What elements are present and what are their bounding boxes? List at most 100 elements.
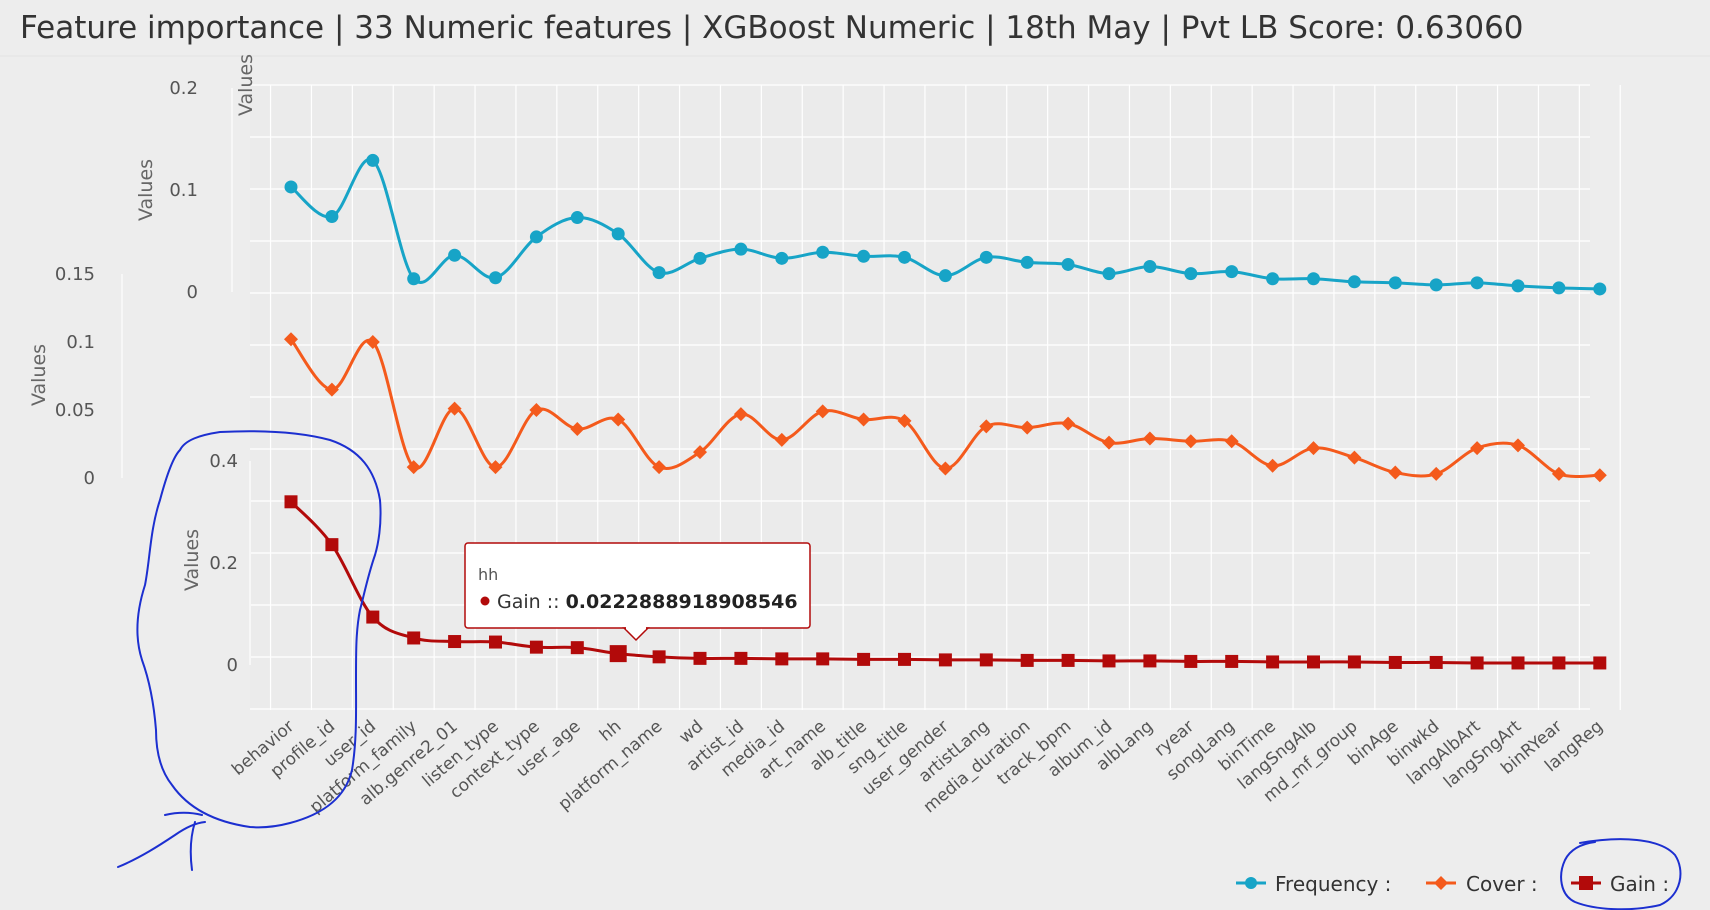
point-cover-songLang[interactable]	[1224, 434, 1239, 449]
point-frequency-platform_name[interactable]	[652, 266, 666, 280]
point-gain-album_id[interactable]	[1102, 654, 1116, 668]
point-gain-sng_title[interactable]	[898, 652, 911, 666]
point-cover-albLang[interactable]	[1142, 431, 1157, 446]
legend-item-cover[interactable]: Cover :	[1426, 872, 1538, 896]
point-cover-platform_family[interactable]	[406, 460, 421, 475]
point-frequency-behavior[interactable]	[284, 180, 298, 194]
point-gain-alb_title[interactable]	[857, 652, 871, 666]
point-gain-behavior[interactable]	[284, 495, 298, 509]
point-cover-media_id[interactable]	[774, 432, 789, 447]
point-gain-binRYear[interactable]	[1552, 656, 1566, 670]
point-cover-listen_type[interactable]	[488, 460, 503, 475]
point-gain-platform_name[interactable]	[652, 650, 666, 664]
point-gain-langAlbArt[interactable]	[1470, 656, 1484, 670]
point-frequency-langReg[interactable]	[1593, 282, 1607, 296]
point-cover-langSngArt[interactable]	[1511, 438, 1525, 453]
point-cover-behavior[interactable]	[284, 332, 298, 347]
point-gain-hh[interactable]	[609, 645, 627, 663]
point-frequency-langSngArt[interactable]	[1511, 279, 1525, 293]
point-frequency-langAlbArt[interactable]	[1470, 276, 1484, 290]
point-frequency-alb.genre2_01[interactable]	[448, 248, 462, 262]
point-cover-binwkd[interactable]	[1429, 466, 1444, 481]
point-cover-binAge[interactable]	[1388, 465, 1403, 480]
point-cover-user_age[interactable]	[570, 422, 585, 437]
point-frequency-binTime[interactable]	[1266, 272, 1280, 286]
point-gain-binAge[interactable]	[1388, 655, 1402, 669]
point-frequency-ryear[interactable]	[1184, 267, 1198, 281]
point-gain-profile_id[interactable]	[325, 538, 339, 552]
point-gain-media_id[interactable]	[775, 652, 789, 666]
point-cover-artist_id[interactable]	[733, 407, 748, 422]
point-gain-artist_id[interactable]	[734, 651, 748, 665]
point-gain-media_duration[interactable]	[1020, 653, 1034, 667]
point-frequency-user_gender[interactable]	[938, 269, 952, 283]
point-cover-ryear[interactable]	[1183, 434, 1198, 449]
point-cover-profile_id[interactable]	[324, 382, 339, 397]
point-frequency-media_id[interactable]	[775, 251, 789, 265]
point-frequency-listen_type[interactable]	[489, 271, 502, 285]
point-frequency-art_name[interactable]	[816, 245, 830, 259]
point-frequency-user_id[interactable]	[366, 153, 380, 167]
point-gain-art_name[interactable]	[816, 652, 830, 666]
point-cover-langAlbArt[interactable]	[1470, 441, 1485, 456]
point-frequency-songLang[interactable]	[1225, 265, 1239, 279]
point-cover-md_mf_group[interactable]	[1347, 450, 1362, 465]
point-cover-user_id[interactable]	[365, 335, 380, 349]
point-frequency-binAge[interactable]	[1388, 276, 1402, 290]
point-gain-listen_type[interactable]	[489, 635, 502, 649]
point-gain-albLang[interactable]	[1143, 654, 1157, 668]
point-frequency-album_id[interactable]	[1102, 267, 1116, 281]
point-cover-alb_title[interactable]	[856, 412, 871, 427]
point-frequency-track_bpm[interactable]	[1061, 257, 1075, 271]
point-gain-langSngArt[interactable]	[1511, 656, 1525, 670]
point-gain-binwkd[interactable]	[1429, 655, 1443, 669]
point-gain-user_gender[interactable]	[938, 653, 952, 667]
point-gain-langSngAlb[interactable]	[1307, 655, 1320, 669]
point-frequency-langSngAlb[interactable]	[1307, 272, 1320, 286]
point-frequency-profile_id[interactable]	[325, 210, 339, 224]
point-cover-wd[interactable]	[693, 445, 707, 460]
point-cover-sng_title[interactable]	[897, 413, 912, 428]
point-frequency-artistLang[interactable]	[979, 250, 993, 264]
point-frequency-context_type[interactable]	[529, 230, 543, 244]
point-gain-alb.genre2_01[interactable]	[448, 635, 462, 649]
point-frequency-alb_title[interactable]	[857, 249, 871, 263]
point-frequency-platform_family[interactable]	[407, 272, 421, 286]
point-frequency-artist_id[interactable]	[734, 242, 748, 256]
point-gain-user_age[interactable]	[570, 641, 584, 655]
point-gain-user_id[interactable]	[366, 610, 380, 624]
legend-item-gain[interactable]: Gain :	[1571, 872, 1669, 896]
point-cover-langSngAlb[interactable]	[1306, 441, 1321, 456]
point-cover-album_id[interactable]	[1102, 435, 1116, 450]
point-cover-artistLang[interactable]	[979, 419, 994, 434]
point-cover-langReg[interactable]	[1592, 468, 1607, 483]
point-frequency-md_mf_group[interactable]	[1347, 275, 1361, 289]
point-gain-wd[interactable]	[693, 651, 707, 665]
legend-item-frequency[interactable]: Frequency :	[1236, 872, 1391, 896]
point-gain-context_type[interactable]	[529, 640, 543, 654]
point-cover-context_type[interactable]	[529, 403, 544, 417]
point-frequency-binwkd[interactable]	[1429, 278, 1443, 292]
point-gain-platform_family[interactable]	[407, 631, 421, 645]
point-gain-langReg[interactable]	[1593, 656, 1607, 670]
point-cover-platform_name[interactable]	[652, 460, 667, 475]
point-cover-alb.genre2_01[interactable]	[447, 401, 462, 416]
point-frequency-media_duration[interactable]	[1020, 255, 1034, 269]
point-gain-ryear[interactable]	[1184, 654, 1198, 668]
point-gain-track_bpm[interactable]	[1061, 653, 1075, 667]
point-frequency-sng_title[interactable]	[898, 250, 911, 264]
point-gain-md_mf_group[interactable]	[1347, 655, 1361, 669]
point-frequency-binRYear[interactable]	[1552, 281, 1566, 295]
point-frequency-albLang[interactable]	[1143, 260, 1157, 273]
point-cover-user_gender[interactable]	[938, 461, 953, 476]
point-cover-media_duration[interactable]	[1020, 420, 1035, 435]
point-cover-art_name[interactable]	[815, 404, 830, 419]
point-cover-binRYear[interactable]	[1551, 466, 1566, 481]
point-gain-artistLang[interactable]	[979, 653, 993, 667]
point-cover-binTime[interactable]	[1265, 458, 1280, 473]
point-gain-binTime[interactable]	[1266, 655, 1280, 669]
point-frequency-user_age[interactable]	[570, 211, 584, 225]
point-cover-hh[interactable]	[611, 412, 626, 427]
point-gain-songLang[interactable]	[1225, 654, 1239, 668]
point-frequency-wd[interactable]	[693, 251, 707, 265]
